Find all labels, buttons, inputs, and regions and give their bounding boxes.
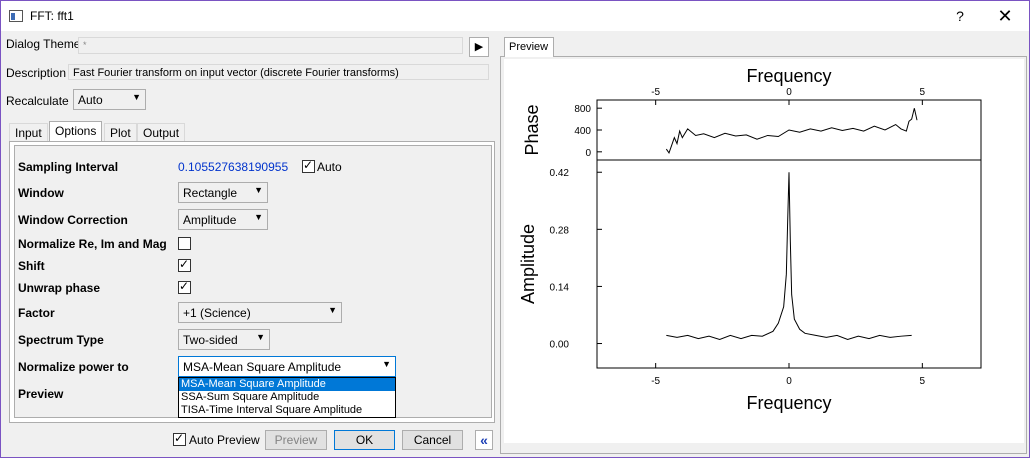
normalize-power-dropdown: MSA-Mean Square Amplitude SSA-Sum Square… <box>178 377 396 418</box>
recalculate-value: Auto <box>78 93 103 107</box>
normalize-label: Normalize Re, Im and Mag <box>18 237 167 251</box>
tab-output[interactable]: Output <box>137 123 186 141</box>
window-label: Window <box>18 186 64 200</box>
description-label: Description <box>6 66 67 80</box>
auto-preview-checkbox[interactable] <box>173 431 186 446</box>
dropdown-option-msa[interactable]: MSA-Mean Square Amplitude <box>179 378 395 391</box>
shift-label: Shift <box>18 259 45 273</box>
cancel-button[interactable]: Cancel <box>402 430 463 450</box>
normalize-power-value: MSA-Mean Square Amplitude <box>183 360 342 374</box>
shift-checkbox[interactable] <box>178 257 191 272</box>
phase-y-tick-label: 0 <box>585 148 591 159</box>
bottom-x-tick-label: -5 <box>651 376 660 387</box>
factor-value: +1 (Science) <box>183 306 251 320</box>
fft-graph: Frequency -5 -5 0 0 5 5 Frequency 800 400 0 Phase 0.… <box>518 66 982 413</box>
preview-tab[interactable]: Preview <box>504 37 554 57</box>
amp-y-tick-label: 0.42 <box>550 168 570 179</box>
dialog-theme-label: Dialog Theme <box>6 37 81 51</box>
chevron-down-icon: ▼ <box>382 359 391 369</box>
window-value: Rectangle <box>183 186 238 200</box>
app-icon <box>9 10 23 22</box>
unwrap-phase-label: Unwrap phase <box>18 281 101 295</box>
spectrum-type-value: Two-sided <box>183 333 238 347</box>
window-correction-select[interactable]: Amplitude ▼ <box>178 209 268 230</box>
sampling-interval-value: 0.105527638190955 <box>178 160 289 174</box>
theme-menu-arrow-icon[interactable]: ▶ <box>469 37 489 57</box>
chevron-down-icon: ▼ <box>254 185 263 195</box>
window-correction-label: Window Correction <box>18 213 128 227</box>
sampling-interval-label: Sampling Interval <box>18 160 119 174</box>
normalize-power-select[interactable]: MSA-Mean Square Amplitude ▼ <box>178 356 396 377</box>
tab-options[interactable]: Options <box>49 121 103 141</box>
window-select[interactable]: Rectangle ▼ <box>178 182 268 203</box>
preview-button[interactable]: Preview <box>265 430 327 450</box>
auto-checkbox[interactable] <box>302 158 315 173</box>
unwrap-phase-checkbox[interactable] <box>178 279 191 294</box>
phase-y-axis-title: Phase <box>522 104 542 155</box>
amp-y-tick-label: 0.14 <box>550 282 570 293</box>
top-x-tick-label: 5 <box>920 87 926 98</box>
bottom-x-axis-title: Frequency <box>746 393 831 413</box>
window-title: FFT: fft1 <box>30 9 74 23</box>
amp-y-axis-title: Amplitude <box>518 224 538 304</box>
top-x-tick-label: -5 <box>651 87 660 98</box>
chevron-down-icon: ▼ <box>328 305 337 315</box>
plot-frame <box>596 99 982 369</box>
factor-select[interactable]: +1 (Science) ▼ <box>178 302 342 323</box>
dialog-theme-field[interactable]: * <box>78 37 463 54</box>
auto-preview-label: Auto Preview <box>189 433 260 447</box>
phase-y-tick-label: 800 <box>574 104 591 115</box>
chevron-down-icon: ▼ <box>256 332 265 342</box>
top-x-tick-label: 0 <box>786 87 792 98</box>
spectrum-type-select[interactable]: Two-sided ▼ <box>178 329 270 350</box>
collapse-panel-icon[interactable]: « <box>475 430 493 450</box>
normalize-checkbox[interactable] <box>178 237 191 250</box>
phase-y-tick-label: 400 <box>574 126 591 137</box>
close-button[interactable]: ✕ <box>997 6 1013 26</box>
dropdown-option-ssa[interactable]: SSA-Sum Square Amplitude <box>181 391 320 403</box>
window-correction-value: Amplitude <box>183 213 237 227</box>
normalize-power-label: Normalize power to <box>18 360 129 374</box>
amplitude-series-line <box>666 172 912 340</box>
tab-input[interactable]: Input <box>9 123 48 141</box>
bottom-x-tick-label: 0 <box>786 376 792 387</box>
spectrum-type-label: Spectrum Type <box>18 333 104 347</box>
auto-label: Auto <box>317 160 342 174</box>
amp-y-tick-label: 0.00 <box>550 340 570 351</box>
title-bar: FFT: fft1 ? ✕ <box>1 1 1029 31</box>
ok-button[interactable]: OK <box>334 430 395 450</box>
help-button[interactable]: ? <box>956 8 964 24</box>
tab-plot[interactable]: Plot <box>104 123 137 141</box>
recalculate-select[interactable]: Auto ▼ <box>73 89 146 110</box>
graph-area: Frequency -5 -5 0 0 5 5 Frequency 800 400 0 Phase 0.… <box>504 59 1024 443</box>
factor-label: Factor <box>18 306 55 320</box>
description-field: Fast Fourier transform on input vector (… <box>68 64 489 80</box>
phase-series-line <box>665 108 918 154</box>
bottom-x-tick-label: 5 <box>920 376 926 387</box>
recalculate-label: Recalculate <box>6 94 69 108</box>
chevron-down-icon: ▼ <box>132 92 141 102</box>
amp-y-tick-label: 0.28 <box>550 225 570 236</box>
preview-row-label: Preview <box>18 387 64 401</box>
chevron-down-icon: ▼ <box>254 212 263 222</box>
dropdown-option-tisa[interactable]: TISA-Time Interval Square Amplitude <box>181 404 363 416</box>
top-x-axis-title: Frequency <box>746 66 831 86</box>
